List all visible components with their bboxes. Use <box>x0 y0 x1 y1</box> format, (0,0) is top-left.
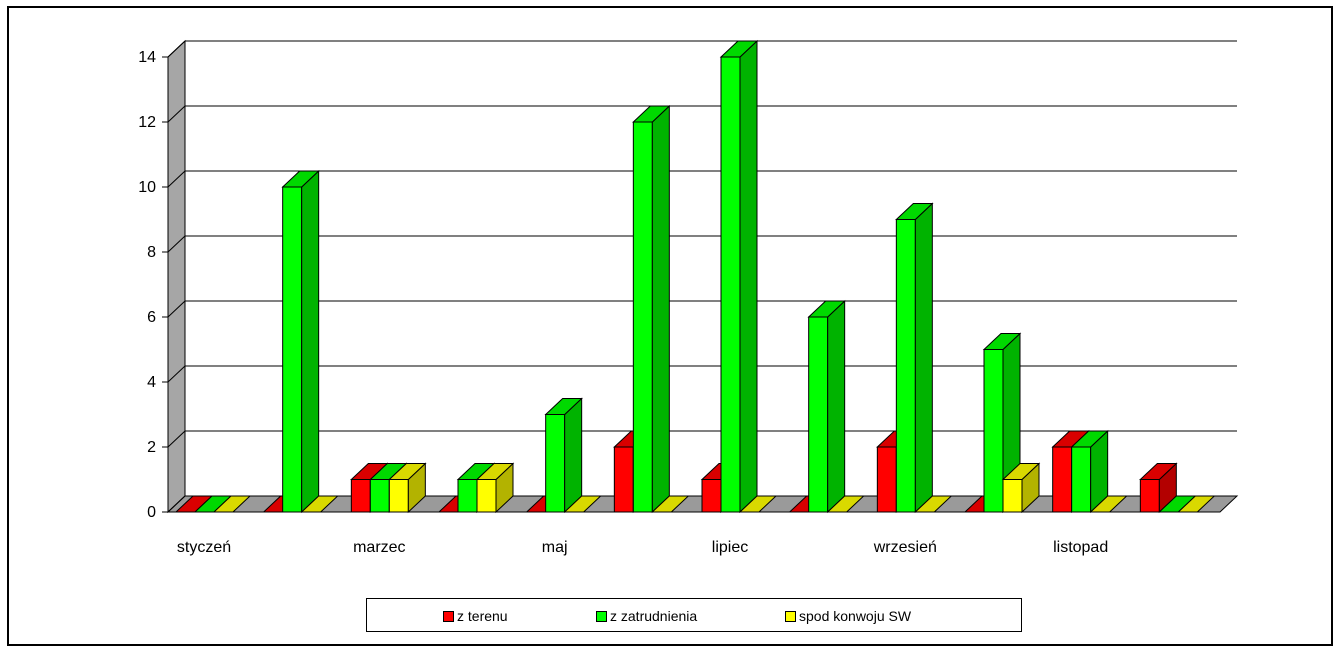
bar-zero <box>212 495 252 513</box>
legend-item-z-terenu: z terenu <box>443 607 508 625</box>
bar-front <box>1071 446 1092 513</box>
bar-front <box>369 479 390 513</box>
gridline-side <box>167 495 186 513</box>
bar-top <box>281 170 320 188</box>
bar-front <box>545 414 566 513</box>
gridline-side <box>167 300 186 318</box>
bar-side <box>739 39 758 514</box>
y-tick-label: 6 <box>147 309 156 326</box>
bar-side <box>651 104 670 514</box>
gridline-side <box>167 430 186 448</box>
y-tick-label: 0 <box>147 504 156 521</box>
bar-top <box>1070 430 1109 448</box>
bar-front <box>350 479 371 513</box>
y-tick-label: 14 <box>138 49 156 66</box>
gridline-side <box>167 105 186 123</box>
bar-zero <box>300 495 339 513</box>
legend-swatch-green <box>596 610 607 622</box>
bar-top <box>632 105 671 123</box>
bar-side <box>564 397 583 514</box>
bar-front <box>701 479 722 513</box>
legend-item-spod-konwoju: spod konwoju SW <box>785 607 911 625</box>
x-category-label: wrzesień <box>873 539 937 556</box>
legend: z terenu z zatrudnienia spod konwoju SW <box>366 598 1022 632</box>
bar-front <box>388 479 409 513</box>
y-tick-label: 8 <box>147 244 156 261</box>
y-tick-label: 4 <box>147 374 156 391</box>
bar-front <box>632 121 653 513</box>
bar-front <box>1052 446 1073 513</box>
gridline-side <box>167 235 186 253</box>
gridline-side <box>167 40 186 58</box>
bar-front <box>983 349 1004 513</box>
bar-front <box>1139 479 1160 513</box>
bar-top <box>895 203 934 220</box>
bar-top <box>807 300 846 318</box>
bar-zero <box>826 495 865 513</box>
bar-top <box>1001 463 1041 480</box>
bar-top <box>544 398 583 415</box>
bar-top <box>982 333 1022 350</box>
y-tick-label: 12 <box>138 114 156 131</box>
bar-front <box>1002 479 1023 513</box>
gridline-side <box>167 365 186 383</box>
bar-top <box>388 463 427 480</box>
x-category-label: lipiec <box>712 539 748 556</box>
bar-zero <box>1089 495 1128 513</box>
legend-swatch-red <box>443 610 454 622</box>
bar-top <box>475 463 515 480</box>
bar-front <box>876 446 897 513</box>
bar-front <box>895 219 916 513</box>
legend-item-z-zatrudnienia: z zatrudnienia <box>596 607 697 625</box>
y-tick-label: 10 <box>138 179 156 196</box>
bar-zero <box>914 495 953 513</box>
y-tick-label: 2 <box>147 439 156 456</box>
x-category-label: listopad <box>1053 539 1108 556</box>
side-wall <box>167 39 186 514</box>
legend-label-z-terenu: z terenu <box>457 608 508 624</box>
bar-front <box>457 479 478 513</box>
legend-label-z-zatrudnienia: z zatrudnienia <box>610 608 698 624</box>
x-category-label: maj <box>542 539 568 556</box>
bar-zero <box>1177 495 1216 513</box>
x-category-label: styczeń <box>177 539 231 556</box>
legend-swatch-yellow <box>785 610 796 622</box>
bar-zero <box>563 495 602 513</box>
bar-front <box>476 479 497 513</box>
bar-zero <box>651 495 690 513</box>
bar-top <box>719 40 759 58</box>
bar-side <box>301 169 320 514</box>
gridline-side <box>167 170 186 188</box>
bar-front <box>808 316 829 513</box>
x-category-label: marzec <box>353 539 405 556</box>
bar-side <box>827 299 846 514</box>
bar-front <box>720 56 741 513</box>
bar-zero <box>738 495 778 513</box>
bar-front <box>282 186 303 513</box>
legend-label-spod-konwoju: spod konwoju SW <box>799 608 912 624</box>
bar-top <box>1139 463 1178 480</box>
bar-front <box>613 446 634 513</box>
bar-side <box>914 202 933 514</box>
